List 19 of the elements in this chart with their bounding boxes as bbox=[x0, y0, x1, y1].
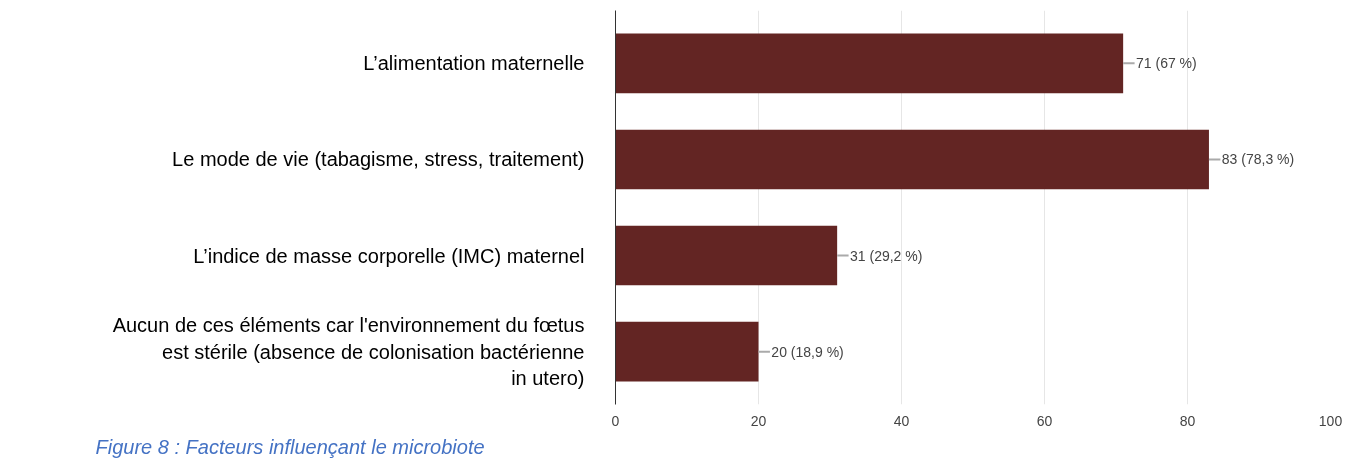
data-label: 71 (67 %) bbox=[1136, 55, 1197, 72]
y-tick-label: L’indice de masse corporelle (IMC) maternel bbox=[193, 244, 585, 267]
bar bbox=[615, 225, 838, 286]
x-tick-label: 0 bbox=[611, 412, 620, 429]
data-label: 20 (18,9 %) bbox=[771, 343, 844, 360]
data-label: 83 (78,3 %) bbox=[1221, 151, 1295, 168]
y-tick-label: L’alimentation maternelle bbox=[363, 52, 585, 75]
bar bbox=[615, 33, 1124, 94]
caption: Figure 8 : Facteurs influençant le microbiote bbox=[95, 435, 485, 458]
x-tick-label: 20 bbox=[750, 412, 767, 429]
y-tick-label: Aucun de ces éléments car l'environnement du fœtus est stérile (absence de colonisation bactérienne in utero) bbox=[112, 314, 585, 390]
x-tick-label: 40 bbox=[893, 412, 910, 429]
y-tick-label: Le mode de vie (tabagisme, stress, traitement) bbox=[172, 148, 585, 171]
bar bbox=[615, 321, 759, 382]
x-tick-label: 100 bbox=[1318, 412, 1343, 429]
data-label: 31 (29,2 %) bbox=[850, 247, 923, 264]
x-tick-label: 80 bbox=[1179, 412, 1196, 429]
x-tick-label: 60 bbox=[1036, 412, 1053, 429]
bar bbox=[615, 129, 1209, 190]
